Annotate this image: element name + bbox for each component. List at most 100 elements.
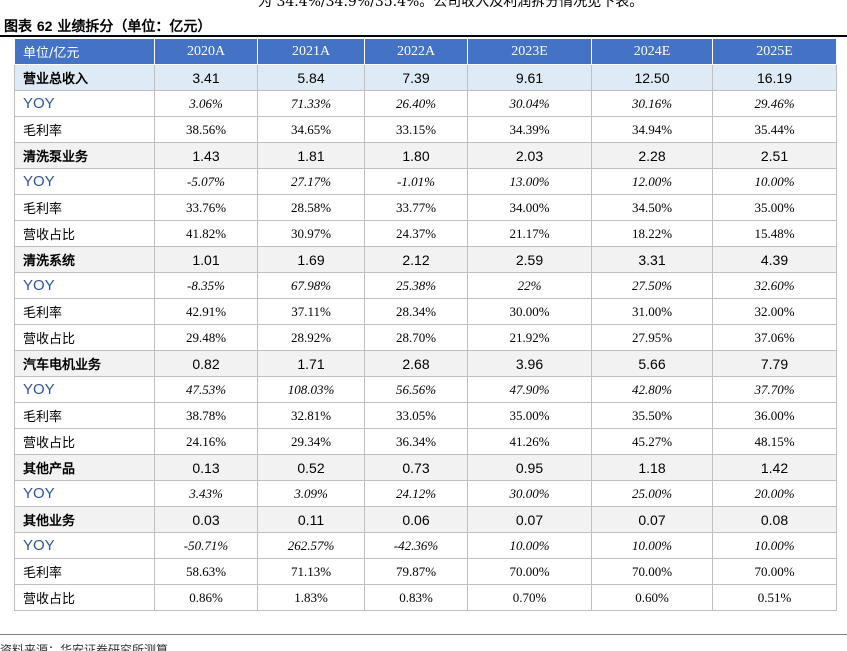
table-cell: 79.87% — [364, 558, 468, 585]
table-cell: 25.00% — [591, 480, 713, 507]
table-cell: 3.43% — [154, 480, 258, 507]
table-cell: 41.26% — [467, 428, 592, 455]
header-year: 2022A — [364, 38, 468, 65]
table-cell: 34.50% — [591, 194, 713, 221]
row-label: 毛利率 — [14, 116, 155, 143]
table-cell: 0.52 — [257, 454, 365, 481]
table-cell: 1.83% — [257, 584, 365, 611]
table-cell: 33.15% — [364, 116, 468, 143]
row-label: 清洗系统 — [14, 246, 155, 273]
table-row: 营收占比 24.16% 29.34% 36.34% 41.26% 45.27% 48.15% — [14, 428, 837, 455]
table-cell: 3.06% — [154, 90, 258, 117]
table-row: 毛利率 38.56% 34.65% 33.15% 34.39% 34.94% 35.44% — [14, 116, 837, 143]
table-cell: 29.46% — [712, 90, 837, 117]
table-cell: 9.61 — [467, 64, 592, 91]
table-cell: 1.42 — [712, 454, 837, 481]
table-cell: 1.43 — [154, 142, 258, 169]
table-cell: 1.80 — [364, 142, 468, 169]
table-cell: 2.59 — [467, 246, 592, 273]
table-cell: 26.40% — [364, 90, 468, 117]
table-cell: 30.00% — [467, 480, 592, 507]
table-row: 其他业务 0.03 0.11 0.06 0.07 0.07 0.08 — [14, 506, 837, 533]
table-cell: 34.39% — [467, 116, 592, 143]
table-cell: 12.00% — [591, 168, 713, 195]
table-cell: 16.19 — [712, 64, 837, 91]
preceding-paragraph-text: 为 34.4%/34.9%/35.4%。公司收入及利润拆分情况见下表。 — [258, 0, 644, 10]
table-cell: 31.00% — [591, 298, 713, 325]
table-cell: 0.08 — [712, 506, 837, 533]
table-cell: 47.53% — [154, 376, 258, 403]
table-row: YOY 47.53% 108.03% 56.56% 47.90% 42.80% 37.70% — [14, 376, 837, 403]
table-cell: 13.00% — [467, 168, 592, 195]
table-cell: 38.78% — [154, 402, 258, 429]
table-cell: 28.58% — [257, 194, 365, 221]
table-cell: 108.03% — [257, 376, 365, 403]
table-row: 营收占比 29.48% 28.92% 28.70% 21.92% 27.95% 37.06% — [14, 324, 837, 351]
table-cell: 2.68 — [364, 350, 468, 377]
table-cell: 70.00% — [591, 558, 713, 585]
table-cell: 2.28 — [591, 142, 713, 169]
table-cell: 10.00% — [591, 532, 713, 559]
table-cell: 42.91% — [154, 298, 258, 325]
table-cell: 0.70% — [467, 584, 592, 611]
header-year: 2021A — [257, 38, 365, 65]
table-cell: 33.77% — [364, 194, 468, 221]
row-label: 营收占比 — [14, 428, 155, 455]
title-rule — [0, 35, 847, 37]
table-cell: 71.13% — [257, 558, 365, 585]
table-cell: 33.76% — [154, 194, 258, 221]
table-cell: 45.27% — [591, 428, 713, 455]
table-cell: 24.37% — [364, 220, 468, 247]
figure-number: 62 — [36, 18, 53, 34]
header-year: 2023E — [467, 38, 592, 65]
row-label: 毛利率 — [14, 194, 155, 221]
table-cell: 30.16% — [591, 90, 713, 117]
table-cell: 30.97% — [257, 220, 365, 247]
table-cell: 4.39 — [712, 246, 837, 273]
table-cell: 33.05% — [364, 402, 468, 429]
table-body: 营业总收入 3.41 5.84 7.39 9.61 12.50 16.19 YOY 3.06% 7… — [14, 64, 837, 611]
table-cell: -5.07% — [154, 168, 258, 195]
row-label: YOY — [14, 272, 155, 299]
table-row: YOY 3.06% 71.33% 26.40% 30.04% 30.16% 29.46% — [14, 90, 837, 117]
table-cell: 0.86% — [154, 584, 258, 611]
table-cell: 3.31 — [591, 246, 713, 273]
table-cell: -42.36% — [364, 532, 468, 559]
table-cell: 27.50% — [591, 272, 713, 299]
table-row: YOY 3.43% 3.09% 24.12% 30.00% 25.00% 20.00% — [14, 480, 837, 507]
table-cell: 21.17% — [467, 220, 592, 247]
table-cell: 24.12% — [364, 480, 468, 507]
table-row: YOY -50.71% 262.57% -42.36% 10.00% 10.00% 10.0… — [14, 532, 837, 559]
table-cell: -1.01% — [364, 168, 468, 195]
table-cell: 36.00% — [712, 402, 837, 429]
table-cell: 30.00% — [467, 298, 592, 325]
row-label: YOY — [14, 480, 155, 507]
table-cell: 1.81 — [257, 142, 365, 169]
table-row: YOY -5.07% 27.17% -1.01% 13.00% 12.00% 10.00% — [14, 168, 837, 195]
table-cell: 0.82 — [154, 350, 258, 377]
row-label: 毛利率 — [14, 402, 155, 429]
table-cell: 262.57% — [257, 532, 365, 559]
table-cell: 5.84 — [257, 64, 365, 91]
table-cell: 0.73 — [364, 454, 468, 481]
table-cell: 32.81% — [257, 402, 365, 429]
table-cell: 34.00% — [467, 194, 592, 221]
row-label: 其他业务 — [14, 506, 155, 533]
table-cell: 0.95 — [467, 454, 592, 481]
row-label: 营收占比 — [14, 584, 155, 611]
table-cell: 22% — [467, 272, 592, 299]
table-cell: 0.60% — [591, 584, 713, 611]
table-row: 毛利率 58.63% 71.13% 79.87% 70.00% 70.00% 70.00% — [14, 558, 837, 585]
row-label: 营业总收入 — [14, 64, 155, 91]
table-cell: 35.00% — [712, 194, 837, 221]
table-cell: 38.56% — [154, 116, 258, 143]
table-cell: 34.65% — [257, 116, 365, 143]
table-cell: 34.94% — [591, 116, 713, 143]
table-row: 毛利率 42.91% 37.11% 28.34% 30.00% 31.00% 32.00% — [14, 298, 837, 325]
table-cell: 25.38% — [364, 272, 468, 299]
figure-title: 图表 62 业绩拆分（单位：亿元） — [4, 16, 211, 36]
table-cell: 21.92% — [467, 324, 592, 351]
table-cell: 35.00% — [467, 402, 592, 429]
table-cell: 67.98% — [257, 272, 365, 299]
table-cell: 35.44% — [712, 116, 837, 143]
